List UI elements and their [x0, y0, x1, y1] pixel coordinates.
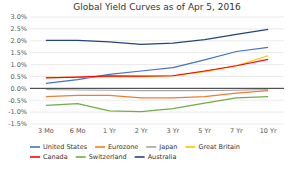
series-line [46, 90, 268, 91]
y-tick-label: 2.5% [10, 25, 27, 33]
legend-item: Eurozone [95, 143, 138, 151]
zero-line [30, 88, 284, 89]
legend-swatch [30, 146, 40, 148]
legend-label: Great Britain [198, 143, 240, 151]
legend-swatch [30, 156, 40, 158]
title: Global Yield Curves as of Apr 5, 2016 [73, 2, 241, 12]
x-tick-label: 3 Mo [38, 127, 54, 135]
x-tick-label: 1 Yr [103, 127, 116, 135]
x-tick-label: 10 Yr [260, 127, 277, 135]
legend: United States Eurozone Japan Great Britain C… [30, 143, 240, 161]
legend-item: Switzerland [76, 153, 127, 161]
legend-swatch [135, 156, 145, 158]
x-tick-label: 7 Yr [230, 127, 243, 135]
grid-line [30, 124, 284, 125]
y-tick-label: -1.5% [8, 120, 27, 128]
x-tick-label: 2 Yr [135, 127, 148, 135]
legend-label: Switzerland [89, 153, 127, 161]
y-tick-label: -1.0% [8, 108, 27, 116]
y-tick-label: -0.5% [8, 97, 27, 105]
legend-label: Japan [158, 143, 177, 151]
x-tick-label: 6 Mo [70, 127, 86, 135]
grid-line [30, 112, 284, 113]
legend-label: Canada [43, 153, 68, 161]
grid-line [30, 28, 284, 29]
legend-item: Canada [30, 153, 68, 161]
series-line [46, 59, 268, 78]
grid [30, 17, 284, 124]
series-line [46, 97, 268, 112]
series-line [46, 91, 268, 98]
series-line [46, 56, 268, 78]
legend-item: Japan [146, 143, 177, 151]
legend-swatch [76, 156, 86, 158]
y-tick-label: 1.0% [10, 61, 27, 69]
legend-swatch [95, 146, 105, 148]
legend-swatch [146, 146, 156, 148]
legend-label: Eurozone [108, 143, 138, 151]
y-tick-label: 0.0% [10, 85, 27, 93]
y-tick-label: 2.0% [10, 37, 27, 45]
chart: Global Yield Curves as of Apr 5, 2016 -1.… [0, 0, 290, 174]
grid-line [30, 17, 284, 18]
legend-label: Australia [148, 153, 177, 161]
y-tick-label: 3.0% [10, 13, 27, 21]
series-line [46, 47, 268, 83]
legend-label: United States [43, 143, 88, 151]
grid-line [30, 88, 284, 89]
legend-item: Australia [135, 153, 177, 161]
legend-item: Great Britain [185, 143, 240, 151]
grid-line [30, 100, 284, 101]
x-tick-label: 3 Yr [166, 127, 179, 135]
series-line [46, 29, 268, 44]
legend-item: United States [30, 143, 88, 151]
y-tick-label: 1.5% [10, 49, 27, 57]
grid-line [30, 52, 284, 53]
y-tick-label: 0.5% [10, 73, 27, 81]
legend-swatch [185, 146, 195, 148]
x-tick-label: 5 Yr [198, 127, 211, 135]
plot-area [46, 29, 268, 111]
